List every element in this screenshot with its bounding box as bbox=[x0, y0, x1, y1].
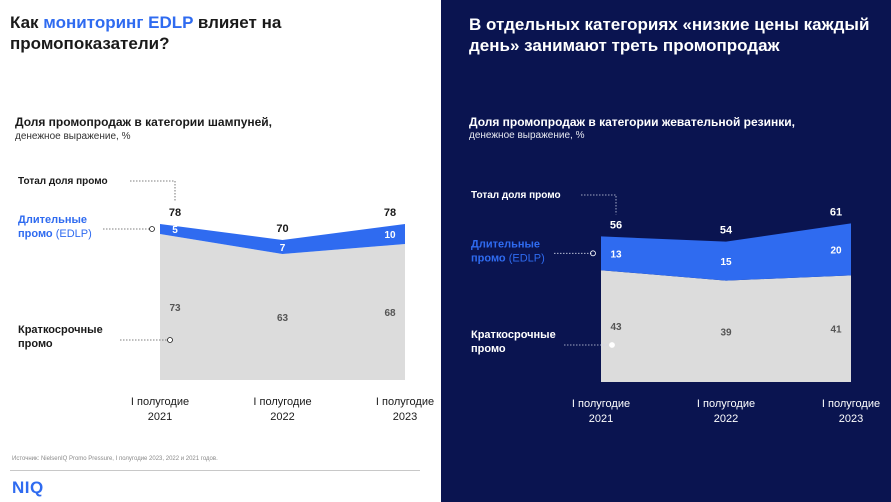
edlp-value-label: 20 bbox=[830, 245, 842, 256]
left-chart-unit-note: денежное выражение, % bbox=[15, 131, 131, 142]
total-label: 54 bbox=[720, 225, 733, 237]
shampoo-promo-chart: 78 5 73 I полугодие 2021 70 7 63 I полугодие 2022… bbox=[18, 176, 434, 423]
right-panel: В отдельных категориях «низкие цены кажд… bbox=[441, 0, 891, 502]
x-tick-label: 2021 bbox=[148, 411, 172, 423]
legend-edlp-label-part: промо bbox=[18, 228, 53, 240]
total-label: 56 bbox=[610, 219, 622, 231]
legend-edlp-label: промо (EDLP) bbox=[18, 228, 92, 240]
left-title: Как мониторинг EDLP влияет на промопоказ… bbox=[10, 12, 430, 54]
right-title: В отдельных категориях «низкие цены кажд… bbox=[469, 15, 870, 55]
left-chart-subtitle: Доля промопродаж в категории шампуней, bbox=[15, 115, 273, 129]
legend-total-label: Тотал доля промо bbox=[471, 190, 561, 201]
x-tick-label: I полугодие bbox=[253, 396, 311, 408]
footer-divider bbox=[10, 470, 420, 471]
legend-short-promo-label: Краткосрочные bbox=[471, 329, 556, 341]
x-tick-label: I полугодие bbox=[572, 398, 630, 410]
legend-edlp-label-part: промо bbox=[471, 252, 506, 264]
legend-edlp-label-part: (EDLP) bbox=[53, 228, 92, 240]
legend-short-promo-label: промо bbox=[18, 338, 53, 350]
legend-edlp-marker bbox=[590, 250, 596, 257]
edlp-area bbox=[601, 223, 851, 281]
right-chart-unit-note: денежное выражение, % bbox=[469, 130, 585, 141]
short-promo-value-label: 63 bbox=[277, 313, 289, 324]
edlp-value-label: 13 bbox=[610, 249, 622, 260]
title-part: Как bbox=[10, 13, 44, 32]
x-tick-label: 2023 bbox=[393, 411, 417, 423]
x-tick-label: I полугодие bbox=[822, 398, 880, 410]
short-promo-value-label: 73 bbox=[169, 303, 181, 314]
legend-edlp-marker bbox=[149, 226, 155, 232]
niq-logo: NIQ bbox=[12, 478, 44, 497]
x-tick-label: I полугодие bbox=[131, 396, 189, 408]
total-label: 78 bbox=[169, 207, 181, 219]
legend-short-promo-marker bbox=[167, 337, 173, 343]
legend-edlp-label: промо (EDLP) bbox=[471, 252, 545, 264]
short-promo-value-label: 43 bbox=[610, 322, 622, 333]
short-promo-area bbox=[160, 234, 405, 380]
legend-edlp-label-part: (EDLP) bbox=[506, 252, 545, 264]
x-tick-label: I полугодие bbox=[376, 396, 434, 408]
legend-total-label: Тотал доля промо bbox=[18, 176, 108, 187]
source-note: Источник: NielsenIQ Promo Pressure, I по… bbox=[12, 456, 218, 462]
edlp-value-label: 7 bbox=[280, 243, 286, 254]
legend-total-leader bbox=[581, 194, 617, 215]
title-accent: мониторинг EDLP bbox=[43, 13, 194, 32]
gum-promo-chart: 56 13 43 I полугодие 2021 54 15 39 I полугодие 20… bbox=[471, 190, 880, 425]
x-tick-label: I полугодие bbox=[697, 398, 755, 410]
x-tick-label: 2022 bbox=[714, 413, 738, 425]
short-promo-value-label: 39 bbox=[720, 327, 732, 338]
left-panel: Как мониторинг EDLP влияет на промопоказ… bbox=[0, 0, 441, 502]
x-tick-label: 2022 bbox=[270, 411, 294, 423]
legend-total-leader bbox=[130, 180, 176, 202]
title-part: влияет на промопоказатели? bbox=[10, 13, 282, 53]
total-label: 70 bbox=[276, 223, 288, 235]
edlp-value-label: 15 bbox=[720, 257, 732, 268]
short-promo-value-label: 41 bbox=[830, 325, 842, 336]
x-tick-label: 2021 bbox=[589, 413, 613, 425]
short-promo-value-label: 68 bbox=[384, 308, 396, 319]
edlp-value-label: 5 bbox=[172, 225, 178, 236]
legend-short-promo-marker bbox=[609, 342, 615, 348]
edlp-value-label: 10 bbox=[384, 230, 396, 241]
x-tick-label: 2023 bbox=[839, 413, 863, 425]
total-label: 61 bbox=[830, 206, 842, 218]
total-label: 78 bbox=[384, 207, 396, 219]
legend-short-promo-label: промо bbox=[471, 343, 506, 355]
edlp-area bbox=[160, 224, 405, 254]
legend-edlp-label: Длительные bbox=[18, 214, 87, 226]
right-chart-subtitle: Доля промопродаж в категории жевательной… bbox=[469, 115, 795, 129]
legend-edlp-label: Длительные bbox=[471, 238, 540, 250]
short-promo-area bbox=[601, 270, 851, 382]
legend-short-promo-label: Краткосрочные bbox=[18, 324, 103, 336]
